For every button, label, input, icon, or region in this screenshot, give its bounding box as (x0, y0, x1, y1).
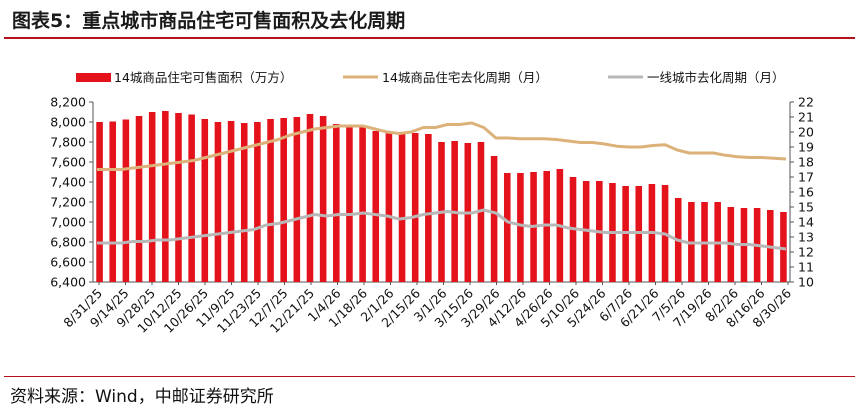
y-left-tick-label: 7,200 (50, 195, 86, 210)
y-left-tick-label: 6,800 (50, 235, 86, 250)
footer-divider (4, 376, 855, 377)
y-right-tick-label: 22 (798, 95, 814, 110)
y-left-tick-label: 6,600 (50, 255, 86, 270)
line-tier1-turnover (97, 208, 787, 251)
bar-available-area (188, 114, 195, 282)
bar-available-area (503, 173, 511, 282)
bar-available-area (148, 112, 156, 282)
bar-available-area (214, 122, 222, 282)
y-left-tick-label: 8,000 (50, 115, 86, 130)
y-right-tick-label: 19 (798, 140, 814, 155)
legend-label-bar: 14城商品住宅可售面积（万方） (114, 70, 292, 85)
bar-available-area (517, 173, 524, 282)
y-left-tick-label: 8,200 (50, 95, 86, 110)
source-note: 资料来源：Wind，中邮证券研究所 (10, 387, 274, 407)
y-right-tick-label: 12 (798, 245, 814, 260)
y-left-tick-label: 7,000 (50, 215, 86, 230)
y-left-tick-label: 7,600 (50, 155, 86, 170)
bar-available-area (359, 126, 366, 282)
bar-available-area (109, 121, 117, 282)
bar-available-area (135, 116, 143, 282)
legend: 14城商品住宅可售面积（万方） 14城商品住宅去化周期（月） 一线城市去化周期（月） (76, 70, 785, 85)
y-left-tick-label: 7,400 (50, 175, 86, 190)
line-14city-turnover (97, 121, 787, 171)
y-right-tick-label: 16 (798, 185, 814, 200)
bar-available-area (96, 122, 103, 282)
legend-label-line-tier1: 一线城市去化周期（月） (647, 70, 785, 85)
y-right-tick-label: 13 (798, 230, 814, 245)
bar-available-area (267, 119, 274, 282)
title-bar: 图表5：重点城市商品住宅可售面积及去化周期 (0, 0, 859, 39)
y-right-tick-label: 11 (798, 260, 814, 275)
bar-available-area (490, 156, 498, 282)
bar-available-area (175, 113, 182, 282)
bar-available-area (162, 111, 169, 282)
bar-available-area (372, 131, 380, 282)
bar-available-area (319, 116, 327, 282)
y-left-tick-label: 7,800 (50, 135, 86, 150)
bar-available-area (333, 124, 340, 282)
bar-available-area (780, 212, 787, 282)
bar-available-area (227, 121, 235, 282)
chart-title: 图表5：重点城市商品住宅可售面积及去化周期 (12, 10, 406, 32)
legend-swatch-bar (76, 73, 111, 82)
bar-available-area (254, 122, 261, 282)
y-right-tick-label: 10 (798, 275, 814, 290)
bar-available-area (385, 132, 393, 282)
bar-available-area (201, 119, 209, 282)
y-right-tick-label: 20 (798, 125, 814, 140)
bar-available-area (280, 118, 287, 282)
bar-available-area (293, 117, 301, 282)
y-right-tick-label: 15 (798, 200, 814, 215)
y-left-tick-label: 6,400 (50, 275, 86, 290)
y-right-tick-label: 18 (798, 155, 814, 170)
bar-available-area (411, 133, 419, 282)
y-right-tick-label: 14 (798, 215, 814, 230)
title-divider (4, 37, 855, 39)
legend-label-line-14: 14城商品住宅去化周期（月） (382, 70, 548, 85)
chart-area: 14城商品住宅可售面积（万方） 14城商品住宅去化周期（月） 一线城市去化周期（月）… (50, 70, 814, 336)
bar-available-area (122, 119, 130, 282)
bar-available-area (306, 114, 314, 282)
bar-available-area (398, 134, 406, 282)
y-right-tick-label: 21 (798, 110, 814, 125)
bar-available-area (240, 123, 248, 282)
bar-available-area (346, 126, 353, 282)
y-right-tick-label: 17 (798, 170, 814, 185)
bar-available-area (425, 134, 432, 282)
